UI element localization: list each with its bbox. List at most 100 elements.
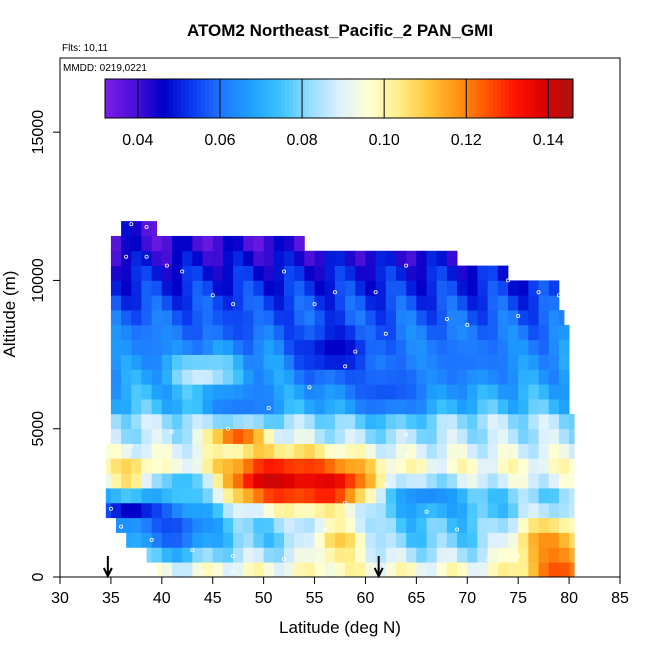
heatmap-cell — [284, 532, 295, 548]
heatmap-cell — [538, 488, 550, 504]
heatmap-cell — [294, 547, 305, 563]
heatmap-cell — [334, 428, 346, 444]
heatmap-cell — [314, 295, 326, 311]
heatmap-cell — [182, 265, 193, 281]
heatmap-cell — [304, 502, 315, 519]
heatmap-cell — [518, 295, 529, 311]
heatmap-cell — [406, 532, 417, 548]
heatmap-cell — [375, 265, 387, 281]
heatmap-cell — [141, 517, 153, 533]
heatmap-cell — [212, 324, 224, 341]
colorbar-tick-label: 0.12 — [451, 132, 482, 149]
colorbar-swatch — [249, 79, 254, 118]
colorbar-swatch — [429, 79, 434, 118]
heatmap-cell — [477, 473, 489, 489]
heatmap-cell — [151, 488, 163, 504]
heatmap-cell — [151, 399, 163, 415]
heatmap-cell — [212, 339, 224, 355]
heatmap-cell — [161, 532, 173, 548]
heatmap-cell — [253, 517, 265, 533]
heatmap-cell — [284, 413, 295, 430]
heatmap-cell — [192, 235, 203, 252]
heatmap-cell — [182, 517, 193, 533]
heatmap-cell — [538, 562, 550, 578]
chart-title: ATOM2 Northeast_Pacific_2 PAN_GMI — [187, 21, 493, 40]
colorbar-swatch — [321, 79, 326, 118]
heatmap-cell — [243, 250, 254, 266]
heatmap-cell — [273, 235, 285, 252]
heatmap-cell — [416, 295, 427, 311]
heatmap-cell — [121, 384, 132, 400]
heatmap-cell — [253, 473, 265, 489]
heatmap-cell — [304, 265, 315, 281]
heatmap-cell — [243, 443, 254, 459]
heatmap-cell — [263, 310, 275, 326]
heatmap-cell — [121, 428, 132, 444]
heatmap-cell — [487, 502, 499, 519]
heatmap-cell — [508, 532, 519, 548]
heatmap-cell — [161, 280, 173, 296]
heatmap-cell — [569, 443, 575, 459]
heatmap-cell — [131, 280, 142, 296]
heatmap-cell — [161, 265, 173, 281]
colorbar-swatch — [505, 79, 510, 118]
heatmap-cell — [121, 280, 132, 296]
x-tick-label: 40 — [153, 590, 171, 607]
heatmap-cell — [446, 413, 458, 430]
heatmap-cell — [355, 562, 366, 578]
heatmap-cell — [396, 488, 407, 504]
heatmap-cell — [375, 250, 387, 266]
heatmap-cell — [222, 547, 234, 563]
heatmap-cell — [446, 517, 458, 533]
heatmap-cell — [324, 443, 336, 459]
heatmap-cell — [324, 413, 336, 430]
heatmap-cell — [518, 547, 529, 563]
heatmap-cell — [406, 280, 417, 296]
heatmap-cell — [436, 443, 448, 459]
colorbar-swatch — [545, 79, 550, 118]
colorbar-swatch — [333, 79, 338, 118]
heatmap-cell — [334, 502, 346, 519]
heatmap-cell — [284, 280, 295, 296]
colorbar-swatch — [489, 79, 494, 118]
heatmap-cell — [273, 265, 285, 281]
heatmap-cell — [182, 324, 193, 341]
heatmap-cell — [222, 458, 234, 474]
heatmap-cell — [416, 324, 427, 341]
heatmap-cell — [121, 488, 132, 504]
heatmap-cell — [497, 369, 509, 385]
heatmap-cell — [426, 413, 438, 430]
track-point — [119, 524, 124, 529]
track-point — [144, 225, 149, 230]
heatmap-cell — [345, 562, 356, 578]
heatmap-cell — [446, 488, 458, 504]
heatmap-cell — [182, 235, 193, 252]
heatmap-cell — [202, 250, 214, 266]
heatmap-cell — [375, 532, 387, 548]
track-point — [485, 557, 490, 562]
colorbar-swatch — [181, 79, 186, 118]
heatmap-cell — [253, 488, 265, 504]
heatmap-cell — [172, 369, 183, 385]
heatmap-cell — [528, 458, 539, 474]
heatmap-cell — [182, 488, 193, 504]
heatmap-cell — [426, 310, 438, 326]
track-point — [307, 385, 312, 390]
heatmap-cell — [446, 547, 458, 563]
heatmap-cell — [222, 384, 234, 400]
heatmap-cell — [233, 295, 244, 311]
heatmap-cell — [416, 413, 427, 430]
heatmap-cell — [487, 384, 499, 400]
heatmap-cell — [222, 428, 234, 444]
heatmap-cell — [558, 458, 570, 474]
heatmap-cell — [334, 532, 346, 548]
heatmap-cell — [253, 547, 265, 563]
heatmap-cell — [355, 473, 366, 489]
heatmap-cell — [212, 369, 224, 385]
heatmap-cell — [538, 384, 550, 400]
heatmap-cell — [304, 369, 315, 385]
heatmap-cell — [436, 517, 448, 533]
heatmap-cell — [518, 532, 529, 548]
heatmap-cell — [294, 413, 305, 430]
heatmap-cell — [426, 473, 438, 489]
